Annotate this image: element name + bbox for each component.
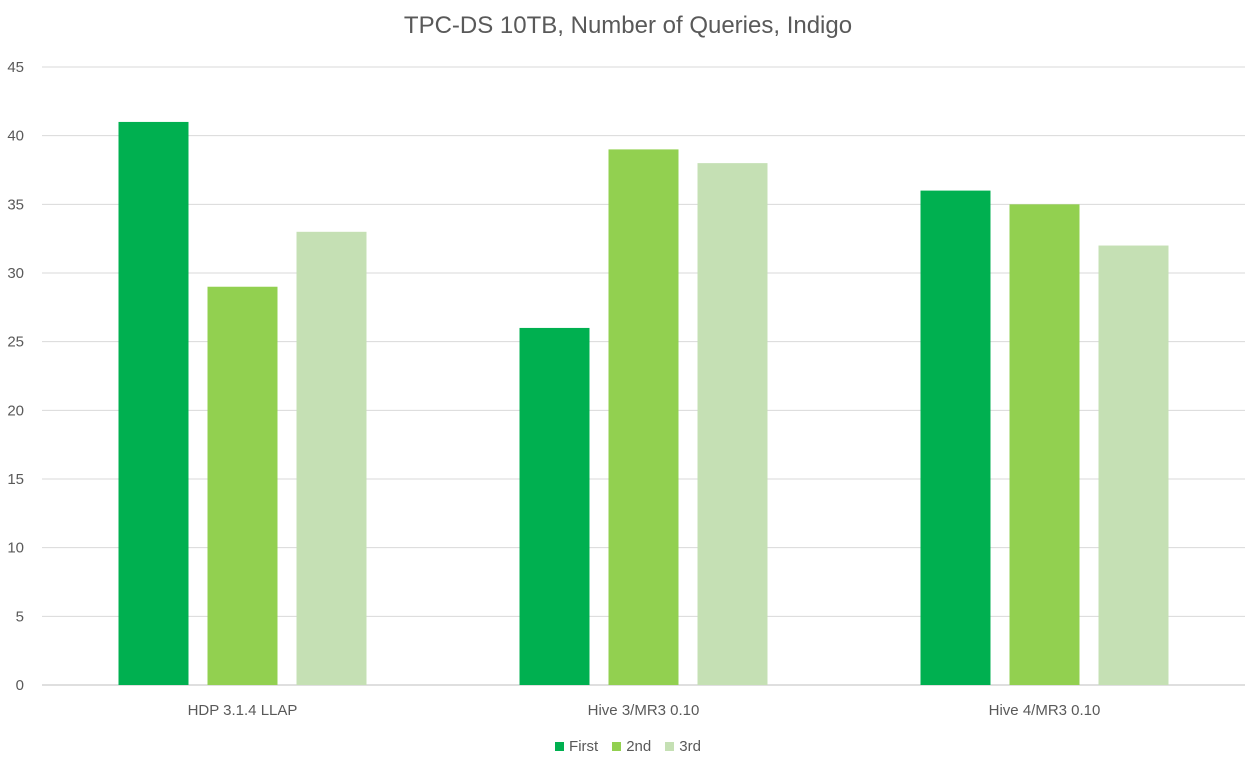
bar-3rd-2 [1098, 245, 1169, 686]
legend-item: 2nd [612, 738, 651, 755]
y-tick-label: 40 [7, 128, 24, 145]
x-axis-ticks: HDP 3.1.4 LLAP Hive 3/MR3 0.10 Hive 4/MR3 … [188, 702, 1101, 719]
y-tick-label: 25 [7, 334, 24, 351]
legend-swatch [612, 742, 622, 751]
legend-label: 2nd [626, 738, 652, 755]
legend: First 2nd 3rd [0, 738, 1256, 755]
x-tick-label: HDP 3.1.4 LLAP [188, 702, 298, 719]
y-tick-label: 15 [7, 471, 24, 488]
y-tick-label: 35 [7, 196, 24, 213]
bar-2nd-2 [1009, 204, 1080, 686]
legend-label: First [569, 738, 599, 755]
legend-swatch [665, 742, 675, 751]
bar-first-2 [920, 190, 991, 685]
bar-2nd-1 [608, 149, 679, 685]
chart-title: TPC-DS 10TB, Number of Queries, Indigo [403, 12, 853, 39]
y-tick-label: 10 [7, 540, 24, 557]
bar-first-0 [118, 121, 189, 685]
y-tick-label: 5 [16, 608, 24, 625]
x-tick-label: Hive 4/MR3 0.10 [989, 702, 1101, 719]
y-axis-ticks: 0 5 10 15 20 25 30 35 40 45 [7, 59, 24, 694]
x-tick-label: Hive 3/MR3 0.10 [588, 702, 700, 719]
bar-3rd-1 [697, 163, 768, 686]
y-tick-label: 45 [7, 59, 24, 76]
bars [118, 121, 1169, 686]
bar-3rd-0 [296, 231, 367, 686]
y-tick-label: 20 [7, 402, 24, 419]
bar-2nd-0 [207, 286, 278, 685]
legend-swatch [555, 742, 565, 751]
legend-item: 3rd [665, 738, 701, 755]
legend-item: First [555, 738, 598, 755]
legend-label: 3rd [679, 738, 701, 755]
bar-first-1 [519, 327, 590, 685]
y-tick-label: 0 [16, 677, 24, 694]
y-tick-label: 30 [7, 265, 24, 282]
